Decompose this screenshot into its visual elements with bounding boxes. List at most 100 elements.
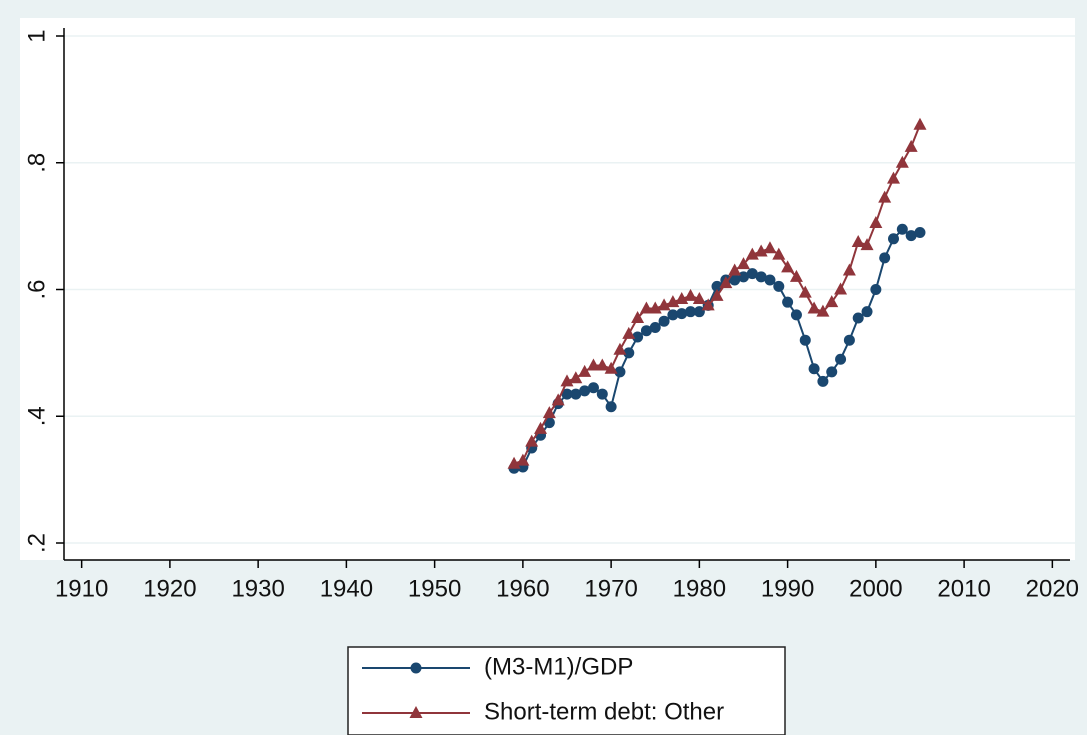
data-point [914, 226, 926, 238]
data-point [887, 171, 901, 184]
data-point [604, 361, 618, 374]
data-point [667, 309, 679, 321]
data-point [816, 304, 830, 317]
data-point [711, 280, 723, 292]
data-point [763, 241, 777, 254]
data-point [692, 292, 706, 305]
data-point [542, 406, 556, 419]
x-tick-label: 2020 [1026, 575, 1079, 602]
data-point [534, 421, 548, 434]
data-point [878, 190, 892, 203]
data-point [736, 257, 750, 270]
data-point [764, 274, 776, 286]
data-point [525, 434, 539, 447]
data-point [860, 238, 874, 251]
legend-label: (M3-M1)/GDP [484, 653, 633, 680]
data-point [888, 233, 900, 245]
data-point [896, 223, 908, 235]
data-point [879, 252, 891, 264]
data-point [851, 234, 865, 247]
data-point [861, 306, 873, 318]
legend [347, 646, 786, 735]
data-point [596, 388, 608, 400]
data-point [614, 366, 626, 378]
data-point [835, 353, 847, 365]
data-point [560, 374, 574, 387]
data-point [869, 215, 883, 228]
data-point [799, 334, 811, 346]
data-point [639, 301, 653, 314]
x-tick-label: 1930 [231, 575, 284, 602]
y-tick-label: .6 [23, 279, 50, 299]
data-point [632, 331, 644, 343]
data-point [587, 382, 599, 394]
data-point [729, 274, 741, 286]
data-point [631, 311, 645, 324]
data-point [649, 322, 661, 334]
y-tick-label: .8 [23, 153, 50, 173]
data-point [790, 309, 802, 321]
data-point [579, 385, 591, 397]
x-tick-label: 1980 [673, 575, 726, 602]
x-tick-label: 1970 [584, 575, 637, 602]
x-tick-label: 1950 [408, 575, 461, 602]
data-point [640, 325, 652, 337]
x-tick-label: 2000 [849, 575, 902, 602]
data-point [507, 456, 521, 469]
data-point [570, 388, 582, 400]
data-point [648, 301, 662, 314]
data-point [905, 230, 917, 242]
data-point [569, 371, 583, 384]
data-point [843, 334, 855, 346]
x-tick-label: 2010 [937, 575, 990, 602]
data-point [895, 155, 909, 168]
data-point [852, 312, 864, 324]
data-point [586, 358, 600, 371]
data-point [578, 364, 592, 377]
x-tick-label: 1940 [320, 575, 373, 602]
data-point [772, 247, 786, 260]
data-point [904, 139, 918, 152]
y-tick-label: .4 [23, 406, 50, 426]
data-point [789, 269, 803, 282]
y-tick-label: 1 [23, 29, 50, 42]
data-point [701, 298, 715, 311]
legend-label: Short-term debt: Other [484, 698, 724, 725]
data-point [870, 284, 882, 295]
data-point [826, 366, 838, 378]
data-point [516, 453, 530, 466]
data-point [657, 298, 671, 311]
x-tick-label: 1910 [55, 575, 108, 602]
data-point [754, 244, 768, 257]
data-point [834, 282, 848, 295]
data-point [623, 347, 635, 359]
data-point [755, 271, 767, 283]
data-point [622, 326, 636, 339]
data-point [773, 280, 785, 292]
x-tick-label: 1990 [761, 575, 814, 602]
data-point [605, 401, 617, 413]
data-point [613, 342, 627, 355]
data-point [675, 292, 689, 305]
x-tick-label: 1960 [496, 575, 549, 602]
data-point [798, 285, 812, 298]
data-point [737, 271, 749, 283]
data-point [658, 315, 670, 327]
data-point [745, 247, 759, 260]
data-point [807, 301, 821, 314]
data-point [684, 288, 698, 301]
y-tick-label: .2 [23, 533, 50, 553]
data-point [746, 268, 758, 280]
data-point [710, 288, 724, 301]
data-point [817, 375, 829, 387]
data-point [551, 393, 565, 406]
data-point [693, 306, 705, 318]
x-tick-label: 1920 [143, 575, 196, 602]
data-point [808, 363, 820, 375]
data-point [666, 295, 680, 308]
data-point [561, 388, 573, 400]
data-point [595, 358, 609, 371]
data-point [685, 306, 697, 318]
data-point [782, 296, 794, 308]
